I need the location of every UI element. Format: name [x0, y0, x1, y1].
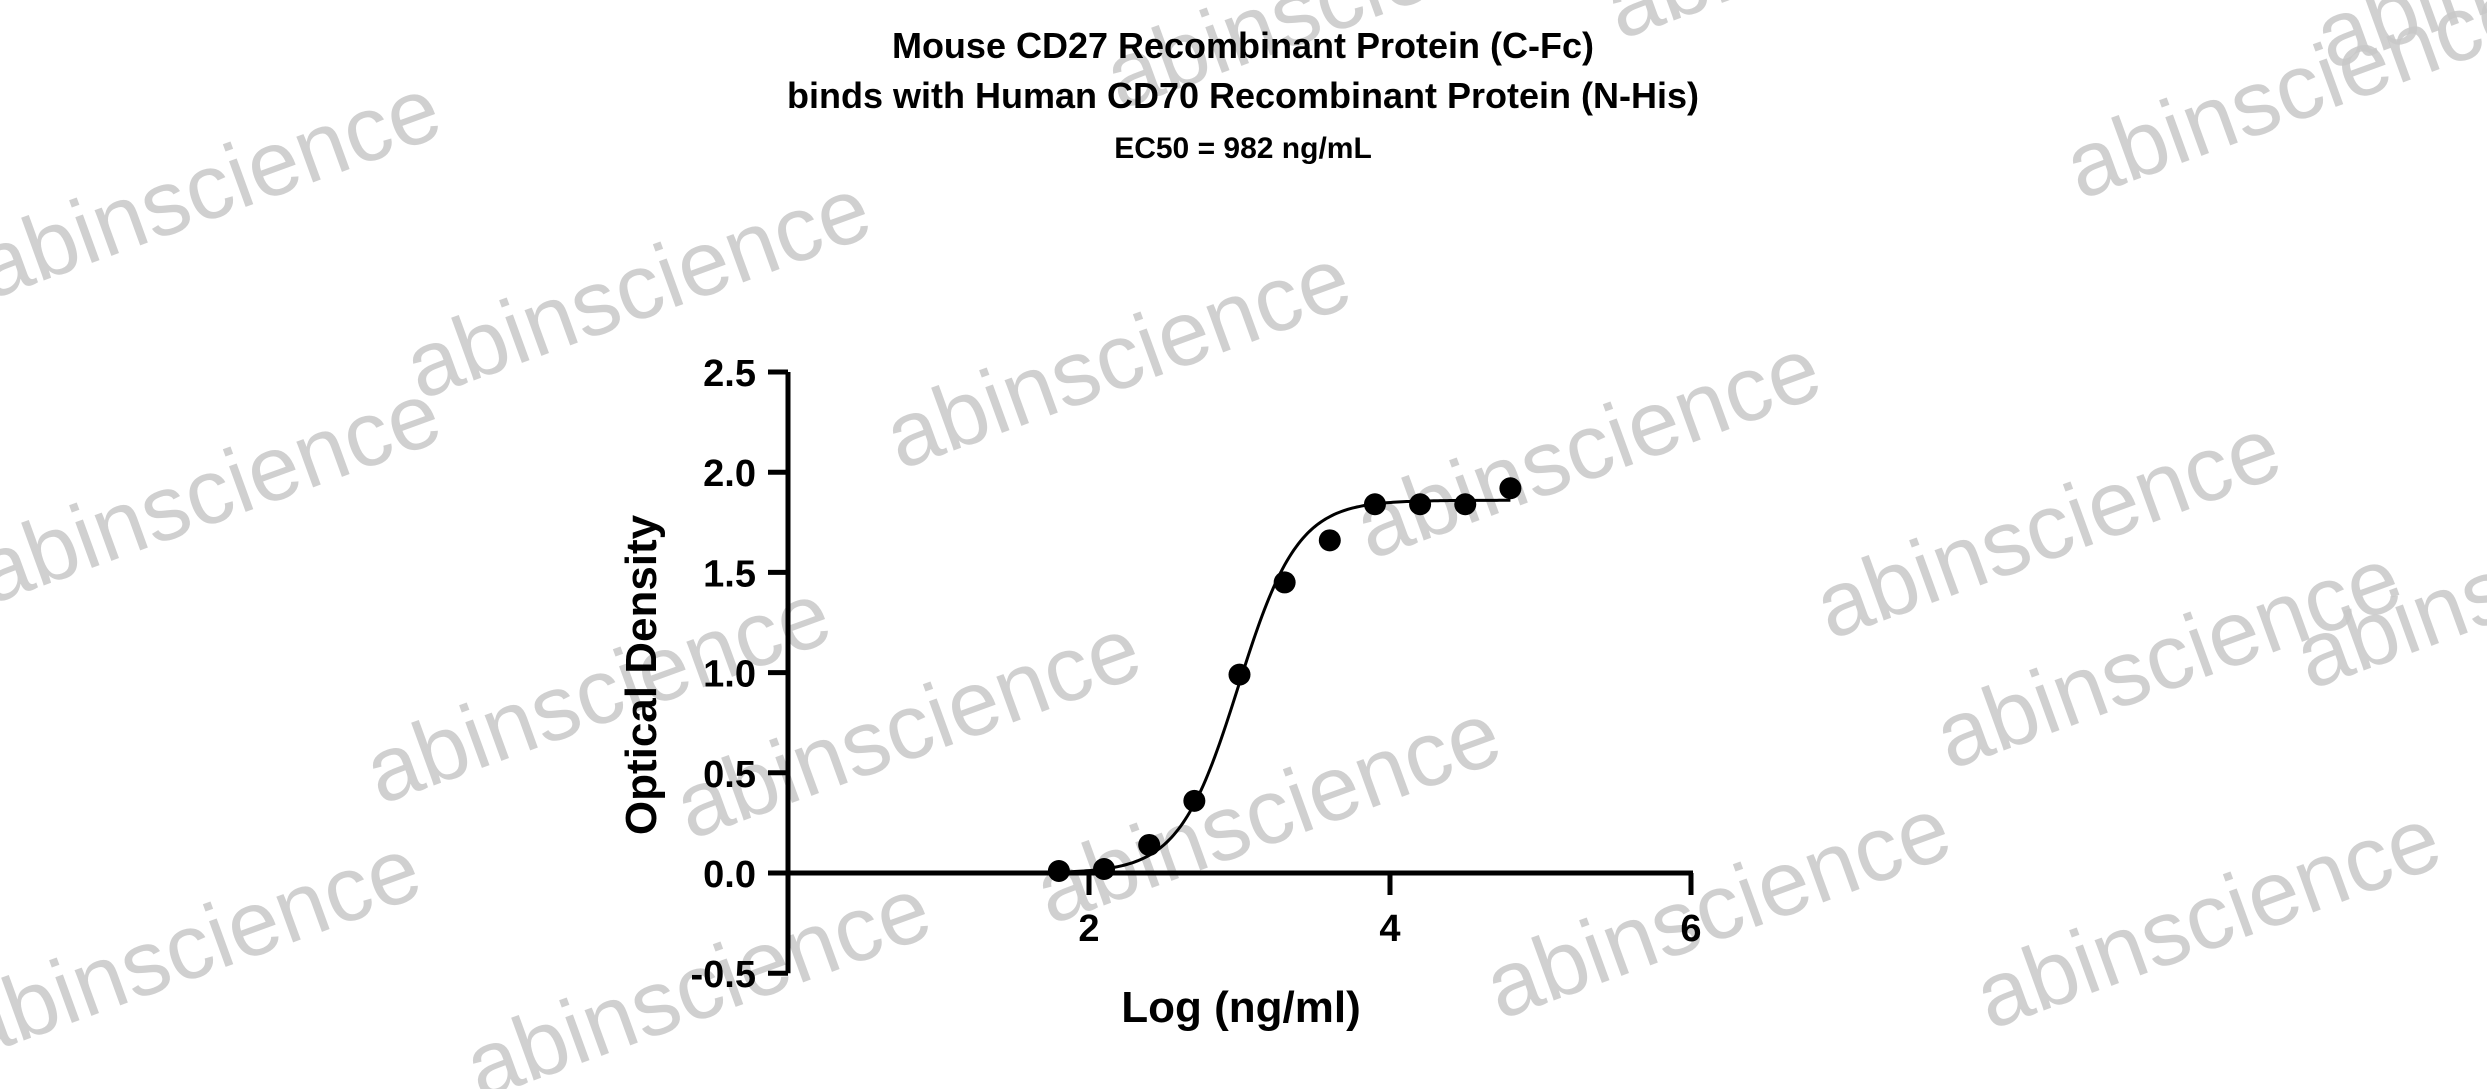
- data-point: [1183, 789, 1206, 812]
- x-tick-label: 4: [1379, 908, 1400, 950]
- watermark-text: abinscience: [0, 57, 453, 319]
- data-point: [1228, 663, 1251, 686]
- watermark-text: abinscience: [1472, 777, 1963, 1039]
- watermark-text: abinscience: [1022, 682, 1513, 944]
- x-tick-label: 6: [1680, 908, 1701, 950]
- y-tick-label: 1.0: [703, 654, 756, 696]
- data-point: [1363, 493, 1386, 516]
- data-point: [1499, 477, 1522, 500]
- y-tick-label: 2.5: [703, 353, 756, 395]
- x-tick-label: 2: [1078, 908, 1099, 950]
- chart-title-line2: binds with Human CD70 Recombinant Protei…: [787, 75, 1699, 116]
- data-point: [1273, 571, 1296, 594]
- data-points-layer: [1047, 477, 1522, 882]
- y-tick-label: 0.5: [703, 754, 756, 796]
- watermark-text: abinscience: [1342, 317, 1833, 579]
- y-tick-label: 1.5: [703, 553, 756, 595]
- axes: -0.5 0.0 0.5 1.0 1.5 2.0 2.5 2 4 6: [691, 353, 1702, 996]
- data-point: [1093, 857, 1116, 880]
- y-tick-label: -0.5: [691, 954, 756, 996]
- x-axis-label: Log (ng/ml): [1121, 983, 1361, 1032]
- chart-subtitle: EC50 = 982 ng/mL: [1114, 132, 1372, 165]
- fit-curve-layer: [1058, 498, 1511, 874]
- watermark-text: abinscience: [0, 817, 433, 1079]
- watermark-text: abinscience: [1962, 787, 2453, 1049]
- watermark-text: abinscience: [0, 362, 453, 624]
- data-point: [1454, 493, 1477, 516]
- watermark-text: abinscience: [392, 157, 883, 419]
- data-point: [1138, 833, 1161, 856]
- y-tick-label: 0.0: [703, 854, 756, 896]
- data-point: [1409, 493, 1432, 516]
- y-tick-label: 2.0: [703, 453, 756, 495]
- data-point: [1047, 859, 1070, 882]
- watermark-text: abinscience: [1592, 0, 2083, 59]
- chart-title: Mouse CD27 Recombinant Protein (C-Fc): [892, 25, 1594, 66]
- data-point: [1318, 529, 1341, 552]
- watermark-text: abinscience: [872, 227, 1363, 489]
- fit-curve-line: [1058, 498, 1511, 874]
- y-axis-label: Optical Density: [617, 514, 666, 835]
